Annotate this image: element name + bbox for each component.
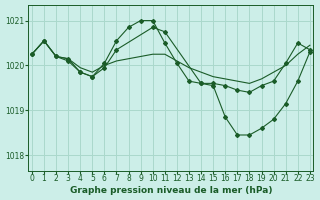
X-axis label: Graphe pression niveau de la mer (hPa): Graphe pression niveau de la mer (hPa) — [70, 186, 272, 195]
